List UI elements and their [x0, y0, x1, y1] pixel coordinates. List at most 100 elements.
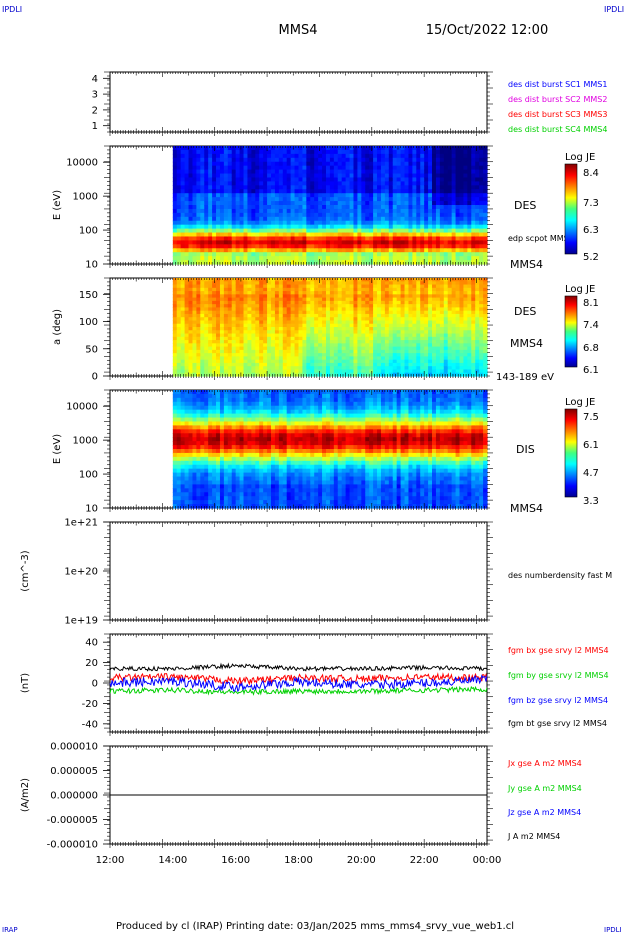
heatmap-cell — [180, 291, 186, 295]
heatmap-cell — [439, 346, 445, 351]
heatmap-cell — [298, 228, 304, 234]
heatmap-cell — [180, 146, 186, 151]
heatmap-cell — [192, 208, 197, 214]
heatmap-cell — [188, 356, 194, 361]
heatmap-cell — [329, 287, 335, 292]
heatmap-cell — [396, 330, 402, 335]
heatmap-cell — [329, 346, 335, 351]
heatmap-cell — [212, 165, 217, 171]
heatmap-cell — [176, 405, 182, 411]
heatmap-cell — [451, 330, 457, 335]
heatmap-cell — [192, 294, 197, 299]
heatmap-cell — [380, 291, 386, 295]
heatmap-cell — [471, 343, 476, 348]
heatmap-cell — [396, 294, 402, 299]
heatmap-cell — [349, 173, 355, 179]
heatmap-cell — [361, 161, 366, 167]
heatmap-cell — [180, 297, 186, 302]
heatmap-cell — [219, 248, 225, 253]
heatmap-cell — [322, 346, 327, 351]
heatmap-cell — [322, 216, 327, 222]
heatmap-cell — [392, 362, 398, 367]
heatmap-cell — [216, 304, 221, 308]
heatmap-cell — [290, 252, 296, 257]
heatmap-cell — [463, 291, 468, 295]
heatmap-cell — [377, 252, 382, 257]
heatmap-cell — [467, 369, 472, 374]
heatmap-cell — [447, 304, 453, 308]
heatmap-cell — [176, 433, 182, 438]
heatmap-cell — [329, 356, 335, 361]
heatmap-cell — [235, 185, 241, 190]
heatmap-cell — [239, 216, 245, 222]
heatmap-cell — [459, 362, 465, 367]
heatmap-cell — [443, 297, 449, 302]
heatmap-cell — [267, 353, 272, 357]
heatmap-cell — [439, 287, 445, 292]
heatmap-cell — [424, 173, 429, 179]
heatmap-cell — [310, 161, 315, 167]
heatmap-cell — [235, 216, 241, 222]
heatmap-cell — [388, 161, 394, 167]
heatmap-cell — [428, 291, 433, 295]
heatmap-cell — [455, 149, 461, 155]
heatmap-cell — [345, 173, 351, 179]
heatmap-cell — [235, 189, 241, 194]
heatmap-cell — [365, 323, 370, 328]
heatmap-cell — [322, 353, 327, 357]
heatmap-cell — [255, 205, 260, 210]
heatmap-cell — [439, 362, 445, 367]
heatmap-cell — [369, 197, 374, 202]
heatmap-cell — [298, 153, 304, 159]
heatmap-cell — [188, 488, 194, 493]
heatmap-cell — [251, 336, 256, 341]
heatmap-cell — [208, 307, 213, 312]
heatmap-cell — [255, 244, 260, 249]
heatmap-cell — [380, 284, 386, 289]
heatmap-cell — [408, 323, 413, 328]
heatmap-cell — [365, 287, 370, 292]
heatmap-cell — [361, 260, 366, 265]
heatmap-cell — [223, 240, 229, 245]
heatmap-cell — [325, 317, 331, 322]
heatmap-cell — [479, 232, 484, 238]
heatmap-cell — [216, 349, 221, 354]
heatmap-cell — [204, 366, 209, 371]
heatmap-cell — [349, 260, 355, 265]
heatmap-cell — [424, 208, 429, 214]
heatmap-cell — [271, 236, 276, 241]
heatmap-cell — [353, 216, 359, 222]
heatmap-cell — [274, 252, 280, 257]
heatmap-cell — [267, 372, 272, 377]
heatmap-cell — [282, 362, 288, 367]
heatmap-cell — [219, 185, 225, 190]
heatmap-cell — [306, 300, 311, 305]
heatmap-cell — [176, 397, 182, 403]
panel-burst-frame — [109, 71, 488, 133]
heatmap-cell — [271, 340, 276, 344]
heatmap-cell — [479, 330, 484, 335]
heatmap-cell — [341, 346, 347, 351]
heatmap-cell — [192, 244, 197, 249]
heatmap-cell — [223, 244, 229, 249]
heatmap-cell — [192, 181, 197, 186]
heatmap-cell — [196, 313, 201, 318]
heatmap-cell — [306, 336, 311, 341]
heatmap-cell — [251, 362, 256, 367]
heatmap-cell — [467, 297, 472, 302]
heatmap-cell — [282, 372, 288, 377]
heatmap-cell — [235, 256, 241, 261]
heatmap-cell — [298, 304, 304, 308]
heatmap-cell — [459, 353, 465, 357]
heatmap-cell — [392, 212, 398, 218]
heatmap-cell — [247, 346, 252, 351]
heatmap-cell — [318, 310, 323, 315]
heatmap-cell — [467, 205, 472, 210]
heatmap-cell — [184, 472, 190, 478]
heatmap-cell — [345, 362, 351, 367]
heatmap-cell — [318, 165, 323, 171]
heatmap-cell — [231, 340, 237, 344]
heatmap-cell — [192, 492, 197, 497]
heatmap-cell — [459, 232, 465, 238]
heatmap-cell — [459, 310, 465, 315]
